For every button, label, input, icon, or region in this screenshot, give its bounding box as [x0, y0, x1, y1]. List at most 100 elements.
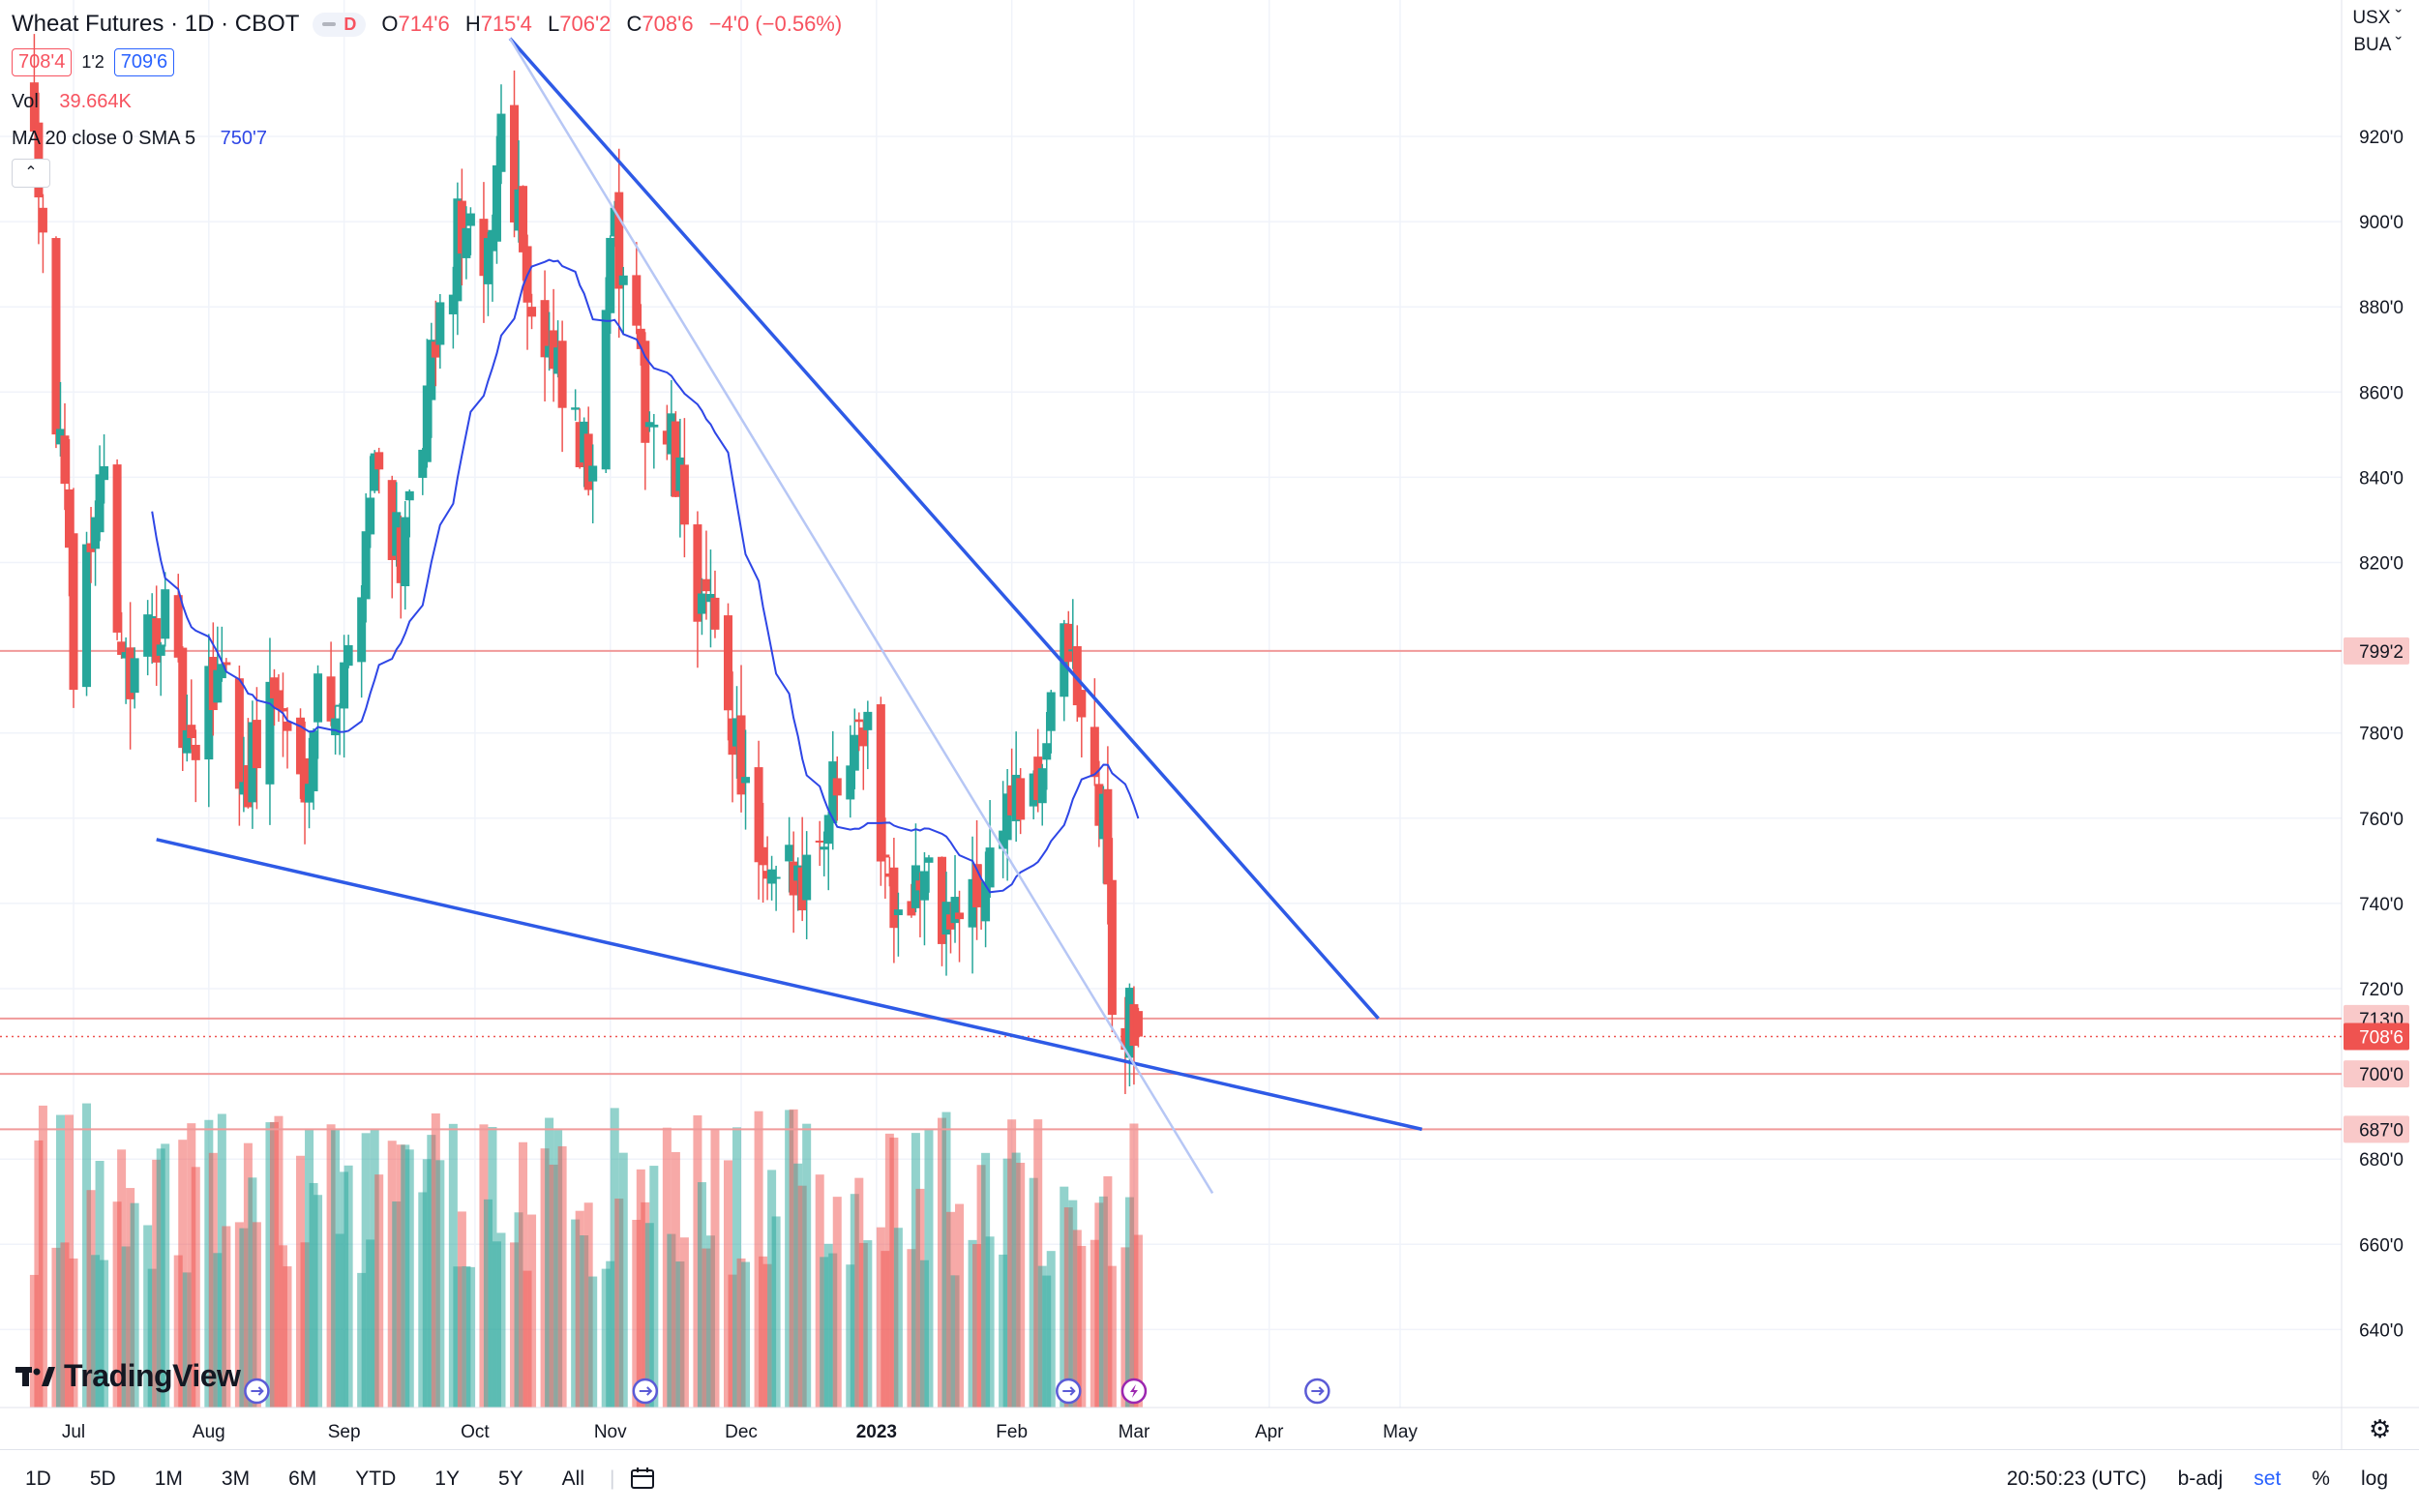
lightning-event-icon[interactable] — [1120, 1378, 1148, 1405]
date-range-icon[interactable] — [630, 1468, 657, 1491]
utc-clock[interactable]: 20:50:23 (UTC) — [2006, 1468, 2147, 1490]
volume-bar — [457, 1211, 466, 1408]
candle-body — [374, 452, 384, 470]
candle-body — [662, 430, 672, 445]
collapse-legend-button[interactable]: ⌃ — [12, 159, 50, 188]
volume-bar — [618, 1152, 628, 1408]
horizontal-levels[interactable] — [0, 649, 2342, 1131]
range-all-button[interactable]: All — [561, 1468, 584, 1490]
range-3m-button[interactable]: 3M — [221, 1468, 251, 1490]
candle-body — [1107, 879, 1117, 1016]
volume-bar — [919, 1260, 929, 1408]
price-tag[interactable]: 799'2 — [2344, 637, 2409, 665]
price-tag[interactable]: 700'0 — [2344, 1060, 2409, 1088]
split-event-icon[interactable] — [632, 1378, 659, 1405]
range-5d-button[interactable]: 5D — [89, 1468, 116, 1490]
volume-bar — [1107, 1265, 1117, 1408]
volume-bar — [488, 1127, 497, 1408]
volume-bar — [571, 1219, 581, 1408]
currency-label: USX — [2352, 8, 2391, 28]
trend-lines[interactable] — [156, 37, 1422, 1195]
range-1d-button[interactable]: 1D — [25, 1468, 51, 1490]
volume-bar — [736, 1258, 746, 1408]
candle-body — [404, 490, 414, 501]
currency-selector[interactable]: USX ˇ — [2352, 8, 2402, 29]
range-5y-button[interactable]: 5Y — [497, 1468, 523, 1490]
symbol-title[interactable]: Wheat Futures · 1D · CBOT — [12, 11, 300, 37]
volume-bar — [305, 1129, 314, 1408]
candle-body — [636, 328, 645, 349]
time-tick-label: Oct — [461, 1422, 490, 1442]
high-label: H — [464, 12, 481, 36]
candle-body — [305, 784, 314, 803]
trend-line[interactable] — [508, 38, 1214, 1195]
volume-bar — [976, 1165, 986, 1408]
time-axis[interactable]: Jul Aug Sep Oct Nov Dec 2023 Feb Mar Apr May — [0, 1407, 2419, 1442]
candle-body — [950, 897, 960, 924]
candle-body — [606, 237, 615, 313]
event-markers[interactable] — [244, 1378, 1330, 1405]
volume-bar — [100, 1260, 109, 1408]
volume-bar — [907, 1249, 916, 1408]
candle-body — [754, 767, 763, 863]
volume-bar — [911, 1133, 920, 1408]
volume-bar — [580, 1235, 589, 1408]
range-1y-button[interactable]: 1Y — [434, 1468, 460, 1490]
range-1m-button[interactable]: 1M — [154, 1468, 183, 1490]
candle-body — [1077, 690, 1087, 718]
tradingview-logo[interactable]: TradingView — [15, 1358, 241, 1394]
candle-body — [366, 497, 375, 535]
price-tick-label: 920'0 — [2359, 128, 2404, 148]
candle-body — [632, 275, 642, 326]
volume-bar — [309, 1182, 318, 1408]
candle-body — [697, 593, 706, 614]
volume-bar — [724, 1160, 732, 1408]
toolbar-divider: | — [610, 1468, 615, 1490]
volume-bar — [340, 1171, 349, 1408]
ask-price-box[interactable]: 709'6 — [113, 48, 175, 76]
volume-bar — [1007, 1119, 1017, 1408]
price-tag[interactable]: 708'6 — [2344, 1023, 2409, 1051]
volume-bar — [644, 1223, 654, 1408]
volume-bar — [396, 1144, 405, 1408]
percent-scale-toggle[interactable]: % — [2312, 1468, 2330, 1490]
volume-bar — [387, 1141, 397, 1408]
candle-body — [889, 867, 899, 929]
price-axis[interactable]: 920'0 900'0 880'0 860'0 840'0 820'0 780'0 760'0… — [2344, 128, 2409, 1341]
close-value: 708'6 — [642, 12, 694, 36]
price-tag[interactable]: 687'0 — [2344, 1115, 2409, 1143]
ma-legend[interactable]: MA 20 close 0 SMA 5 750'7 — [12, 128, 267, 150]
volume-legend[interactable]: Vol 39.664K — [12, 91, 132, 113]
session-toggle[interactable]: set — [2254, 1468, 2282, 1490]
unit-selector[interactable]: BUA ˇ — [2353, 35, 2402, 56]
volume-bar — [1002, 1158, 1012, 1408]
volume-bar — [741, 1261, 751, 1408]
range-ytd-button[interactable]: YTD — [355, 1468, 397, 1490]
market-status-badge[interactable]: D — [313, 12, 367, 37]
split-event-icon[interactable] — [1056, 1378, 1082, 1405]
bid-price-box[interactable]: 708'4 — [12, 48, 73, 76]
volume-bar — [191, 1167, 200, 1408]
candle-body — [767, 869, 777, 884]
log-scale-toggle[interactable]: log — [2360, 1468, 2388, 1490]
volume-bar — [265, 1122, 275, 1408]
candle-body — [771, 876, 781, 879]
trend-line[interactable] — [508, 37, 1380, 1020]
candle-body — [331, 718, 341, 736]
candle-body — [243, 765, 253, 808]
split-event-icon[interactable] — [1304, 1378, 1330, 1405]
trend-line[interactable] — [156, 838, 1422, 1132]
price-tick-label: 780'0 — [2359, 725, 2404, 745]
range-6m-button[interactable]: 6M — [288, 1468, 317, 1490]
volume-bar — [675, 1261, 685, 1408]
split-event-icon[interactable] — [244, 1378, 270, 1405]
adjustment-toggle[interactable]: b-adj — [2177, 1468, 2224, 1490]
volume-bar — [496, 1232, 506, 1408]
ohlc-readout: O714'6 H715'4 L706'2 C708'6 −4'0 (−0.56%… — [381, 12, 851, 37]
candle-body — [649, 424, 659, 428]
volume-bar — [234, 1222, 244, 1408]
gear-icon[interactable]: ⚙ — [2369, 1414, 2392, 1443]
candle-body — [370, 453, 379, 491]
volume-bar — [1129, 1123, 1139, 1408]
